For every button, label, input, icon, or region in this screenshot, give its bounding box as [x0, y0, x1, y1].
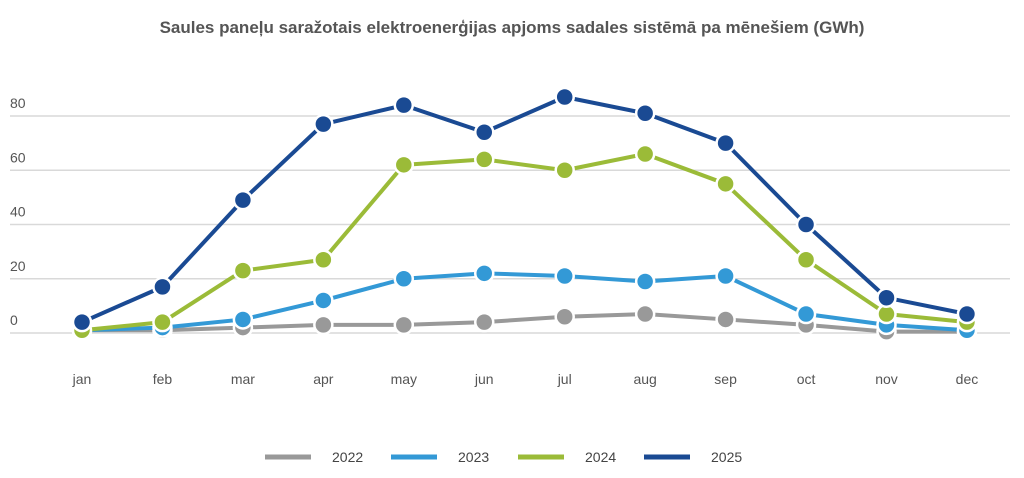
x-tick-label: mar	[231, 371, 255, 387]
data-point	[554, 160, 575, 181]
x-tick-label: feb	[153, 371, 173, 387]
data-point	[715, 173, 736, 195]
y-tick-label: 0	[10, 312, 18, 328]
x-tick-label: aug	[633, 371, 656, 387]
series-line	[81, 151, 968, 333]
legend-item: 2024	[518, 449, 616, 465]
legend-item: 2023	[391, 449, 489, 465]
data-point	[715, 132, 736, 154]
x-tick-label: jun	[474, 371, 494, 387]
data-point	[956, 303, 978, 325]
data-point	[71, 311, 93, 333]
legend-item: 2025	[644, 449, 742, 465]
data-point	[474, 122, 495, 143]
legend-label: 2025	[711, 449, 742, 465]
data-point	[232, 309, 254, 330]
data-point	[474, 149, 495, 170]
series-2025	[71, 86, 978, 333]
data-point	[152, 276, 173, 298]
x-tick-label: dec	[956, 371, 979, 387]
data-point	[554, 306, 575, 327]
data-point	[634, 103, 656, 124]
data-point	[554, 265, 575, 287]
legend-label: 2022	[332, 449, 363, 465]
y-tick-label: 40	[10, 204, 26, 220]
data-point	[313, 314, 334, 336]
series-2024	[71, 143, 978, 341]
y-tick-label: 60	[10, 149, 26, 165]
data-point	[393, 154, 415, 176]
data-point	[795, 303, 817, 325]
x-tick-label: may	[391, 371, 417, 387]
data-point	[232, 260, 254, 281]
x-tick-label: nov	[875, 371, 898, 387]
data-point	[393, 268, 415, 289]
x-tick-label: apr	[313, 371, 334, 387]
data-point	[634, 271, 656, 292]
series-line	[82, 312, 967, 334]
x-tick-label: jan	[72, 371, 92, 387]
data-point	[634, 303, 656, 325]
data-point	[393, 314, 415, 336]
chart-title: Saules paneļu saražotais elektroenerģija…	[160, 18, 865, 37]
data-point	[715, 309, 736, 330]
data-point	[393, 94, 415, 116]
x-tick-label: jul	[557, 371, 572, 387]
data-point	[474, 263, 495, 284]
data-point	[634, 143, 656, 165]
data-point	[715, 265, 736, 287]
data-point	[313, 249, 334, 271]
data-point	[474, 311, 495, 333]
data-point	[795, 249, 817, 271]
legend-label: 2023	[458, 449, 489, 465]
series-line	[81, 271, 968, 333]
data-point	[152, 311, 173, 333]
x-tick-label: oct	[797, 371, 816, 387]
legend-item: 2022	[265, 449, 363, 465]
data-point	[795, 214, 817, 235]
x-tick-label: sep	[714, 371, 737, 387]
data-point	[876, 287, 897, 308]
data-point	[313, 290, 334, 311]
series-line	[81, 95, 968, 324]
data-point	[232, 189, 254, 211]
data-point	[313, 113, 334, 135]
y-tick-label: 80	[10, 95, 26, 111]
y-tick-label: 20	[10, 258, 26, 274]
data-point	[554, 86, 575, 108]
legend-label: 2024	[585, 449, 616, 465]
